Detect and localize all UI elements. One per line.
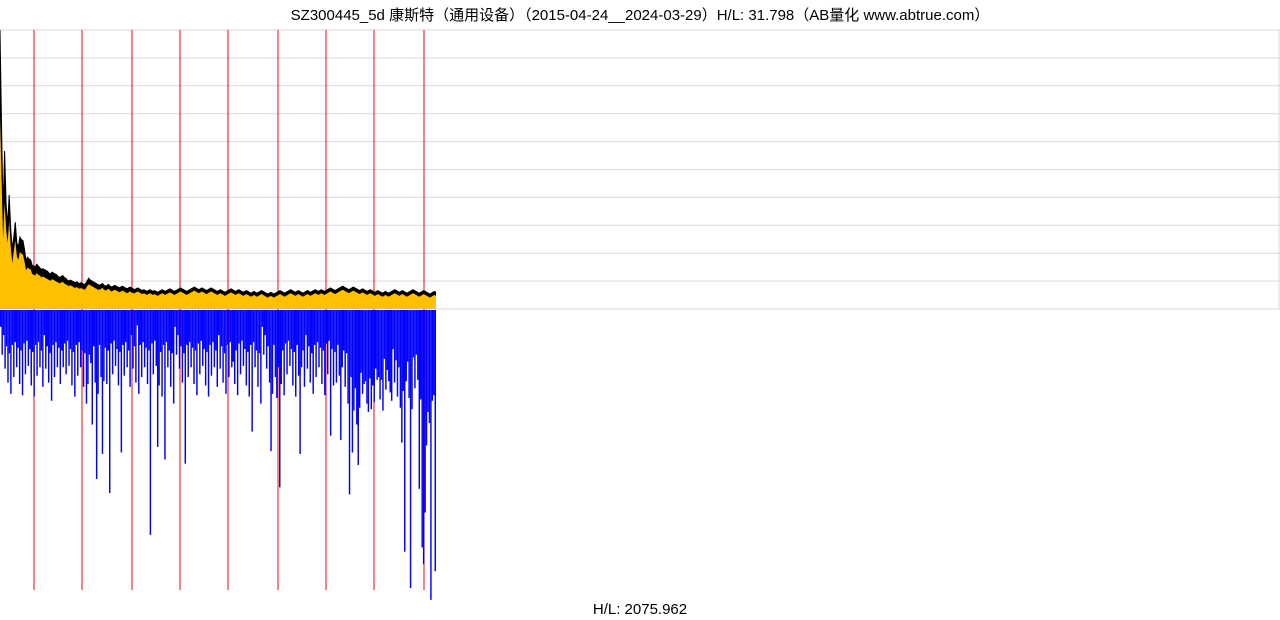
chart-canvas — [0, 0, 1280, 620]
